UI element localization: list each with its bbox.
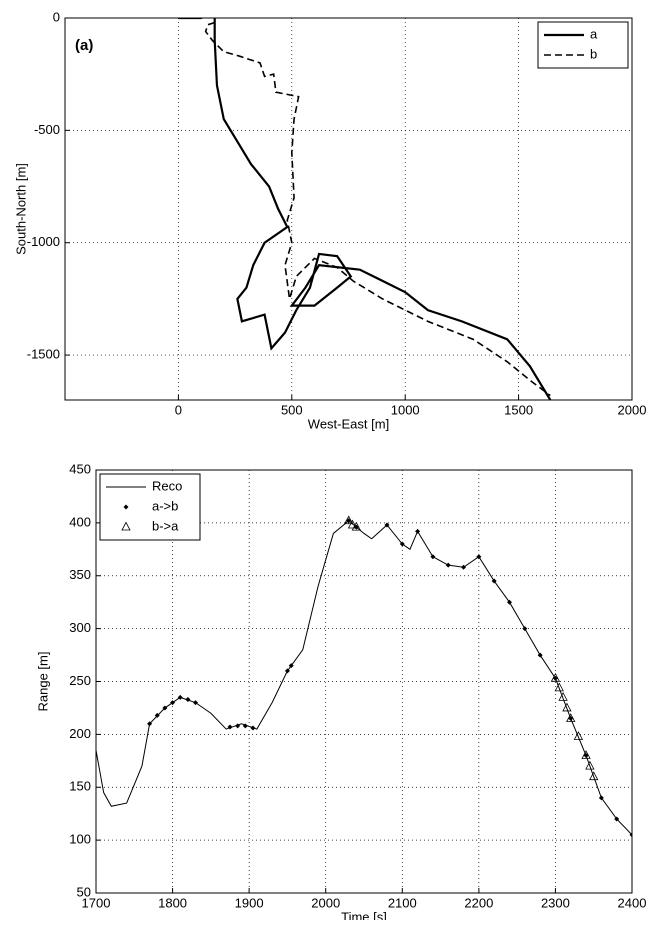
diamond-marker (170, 700, 176, 706)
series-line (96, 520, 632, 836)
diamond-marker (415, 528, 421, 534)
x-tick-label: 2100 (388, 895, 417, 910)
diamond-marker (154, 712, 160, 718)
y-tick-label: 400 (69, 514, 91, 529)
y-tick-label: 450 (69, 461, 91, 476)
x-tick-label: 500 (281, 402, 303, 417)
x-tick-label: 2200 (464, 895, 493, 910)
x-axis-label: Time [s] (341, 909, 387, 920)
diamond-marker (583, 753, 589, 759)
x-tick-label: 1900 (235, 895, 264, 910)
triangle-marker (558, 692, 568, 701)
legend-box (537, 21, 629, 69)
x-tick-label: 1700 (82, 895, 111, 910)
diamond-marker (227, 724, 233, 730)
y-tick-label: 300 (69, 620, 91, 635)
legend-label: a->b (152, 498, 178, 513)
triangle-marker (589, 771, 599, 781)
panel-label: (a) (75, 37, 93, 54)
x-tick-label: 1800 (158, 895, 187, 910)
diamond-marker (235, 723, 241, 729)
plot-series (96, 515, 632, 838)
diamond-marker (461, 564, 467, 570)
triangle-marker (581, 750, 591, 759)
diamond-marker (491, 578, 497, 584)
triangle-marker (573, 731, 584, 740)
diamond-marker (568, 716, 574, 722)
diamond-marker (614, 816, 620, 822)
diamond-marker (629, 832, 632, 838)
triangle-marker (121, 521, 131, 531)
legend-label: a (590, 26, 598, 41)
diamond-marker (476, 554, 482, 560)
diamond-marker (185, 696, 191, 702)
x-tick-label: 1000 (391, 402, 420, 417)
y-axis-label: Range [m] (35, 652, 50, 712)
diamond-marker (162, 705, 168, 711)
diamond-marker (242, 723, 248, 729)
y-tick-label: 250 (69, 673, 91, 688)
diamond-marker (598, 795, 604, 801)
diamond-marker (250, 725, 256, 731)
x-tick-label: 2300 (541, 895, 570, 910)
axes-frame (95, 469, 633, 894)
diamond-marker (552, 675, 558, 681)
y-tick-label: -1000 (27, 234, 60, 249)
x-tick-label: 2400 (618, 895, 647, 910)
diamond-marker (384, 522, 390, 528)
y-tick-label: 50 (77, 884, 91, 899)
diamond-marker (193, 700, 199, 706)
legend-label: Reco (152, 478, 182, 493)
triangle-marker (585, 760, 595, 770)
triangle-marker (347, 519, 358, 529)
diamond-marker (537, 652, 543, 658)
y-tick-label: 0 (53, 9, 60, 24)
y-tick-label: -1500 (27, 346, 60, 361)
axes-frame (64, 17, 633, 401)
legend-label: b (590, 46, 597, 61)
triangle-marker (566, 713, 576, 722)
y-tick-label: 350 (69, 567, 91, 582)
diamond-marker (430, 554, 436, 560)
diamond-marker (506, 599, 512, 605)
diamond-marker (399, 541, 405, 547)
diamond-marker (288, 663, 294, 669)
y-tick-label: 150 (69, 779, 91, 794)
triangle-marker (562, 702, 572, 712)
x-tick-label: 1500 (504, 402, 533, 417)
triangle-marker (550, 672, 561, 682)
legend-box (99, 473, 201, 541)
diamond-marker (123, 504, 129, 510)
triangle-marker (351, 521, 362, 531)
plot-series (178, 18, 552, 400)
y-tick-label: 100 (69, 832, 91, 847)
y-tick-label: -500 (34, 122, 60, 137)
legend-label: b->a (152, 518, 179, 533)
y-tick-label: 200 (69, 726, 91, 741)
x-axis-label: West-East [m] (308, 416, 389, 431)
diamond-marker (522, 626, 528, 632)
diamond-marker (346, 518, 352, 524)
triangle-marker (554, 682, 564, 692)
plot-area (65, 18, 632, 400)
x-tick-label: 2000 (311, 895, 340, 910)
y-axis-label: South-North [m] (13, 163, 28, 255)
diamond-marker (177, 694, 183, 700)
series-line (204, 21, 551, 397)
diamond-marker (147, 721, 153, 727)
triangle-marker (344, 515, 354, 525)
series-line (178, 18, 552, 400)
diamond-marker (445, 562, 451, 568)
x-tick-label: 0 (175, 402, 182, 417)
diamond-marker (284, 668, 290, 674)
x-tick-label: 2000 (618, 402, 647, 417)
